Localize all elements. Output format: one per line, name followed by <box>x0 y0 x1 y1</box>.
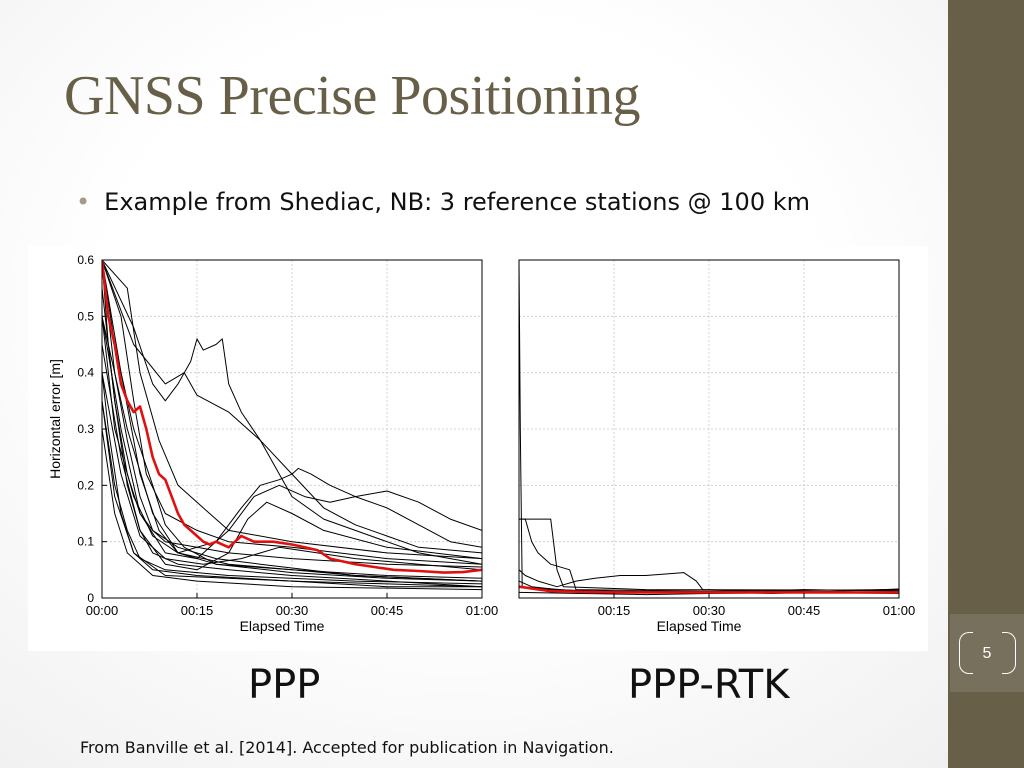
left-bracket <box>959 632 973 674</box>
station-series-line <box>102 260 482 560</box>
y-tick-label: 0.5 <box>77 309 94 323</box>
y-tick-label: 0.6 <box>77 253 94 267</box>
station-series-line <box>102 400 482 585</box>
station-series-line <box>102 428 482 591</box>
x-axis-label: Elapsed Time <box>657 618 742 634</box>
x-tick-label: 00:15 <box>598 603 631 618</box>
x-tick-label: 00:30 <box>693 603 726 618</box>
bullet-dot-icon: • <box>76 188 91 216</box>
mean-series-line <box>102 260 482 574</box>
bullet-text: Example from Shediac, NB: 3 reference st… <box>104 188 810 216</box>
x-tick-label: 00:00 <box>86 603 119 618</box>
slide-number-box <box>950 614 1024 692</box>
right-bracket <box>1002 632 1016 674</box>
station-series-line <box>102 260 482 579</box>
x-tick-label: 01:00 <box>466 603 499 618</box>
chart-caption-ppp: PPP <box>248 662 321 708</box>
x-tick-label: 00:30 <box>276 603 309 618</box>
station-series-line <box>102 260 482 582</box>
x-tick-label: 00:45 <box>371 603 404 618</box>
station-series-line <box>102 260 482 582</box>
y-tick-label: 0.2 <box>77 478 94 492</box>
chart-caption-ppp-rtk: PPP-RTK <box>628 662 790 708</box>
station-series-line <box>102 344 482 571</box>
station-series-line <box>102 316 482 560</box>
y-tick-label: 0.4 <box>77 366 94 380</box>
x-tick-label: 01:00 <box>883 603 916 618</box>
mean-series-line <box>519 585 899 594</box>
x-tick-label: 00:45 <box>788 603 821 618</box>
station-series-line <box>519 518 899 592</box>
station-series-line <box>102 260 482 565</box>
station-series-line <box>102 316 482 554</box>
chart-0: 00:00 00:15 00:30 00:45 01:00 0 0.1 0.2 0.3 0.4 0.… <box>47 253 498 634</box>
station-series-line <box>102 260 482 554</box>
bullet-item: • Example from Shediac, NB: 3 reference s… <box>76 188 810 216</box>
x-tick-label: 00:15 <box>181 603 214 618</box>
station-series-line <box>102 260 482 565</box>
slide-number: 5 <box>982 645 992 662</box>
y-tick-label: 0.1 <box>77 535 94 549</box>
error-charts: 00:00 00:15 00:30 00:45 01:00 0 0.1 0.2 0.3 0.4 0.… <box>47 253 916 634</box>
station-series-line <box>102 372 482 588</box>
y-tick-label: 0.3 <box>77 422 94 436</box>
station-series-line <box>102 400 482 588</box>
y-axis-label: Horizontal error [m] <box>47 359 63 479</box>
chart-1: 00:15 00:30 00:45 01:00 Elapsed Time <box>518 259 916 634</box>
citation: From Banville et al. [2014]. Accepted fo… <box>80 738 614 757</box>
y-tick-label: 0 <box>87 591 94 605</box>
station-series-line <box>519 569 899 593</box>
station-series-line <box>102 372 482 571</box>
slide-title: GNSS Precise Positioning <box>64 65 641 127</box>
figure-panel: 00:00 00:15 00:30 00:45 01:00 0 0.1 0.2 0.3 0.4 0.… <box>28 246 928 651</box>
x-axis-label: Elapsed Time <box>240 618 325 634</box>
